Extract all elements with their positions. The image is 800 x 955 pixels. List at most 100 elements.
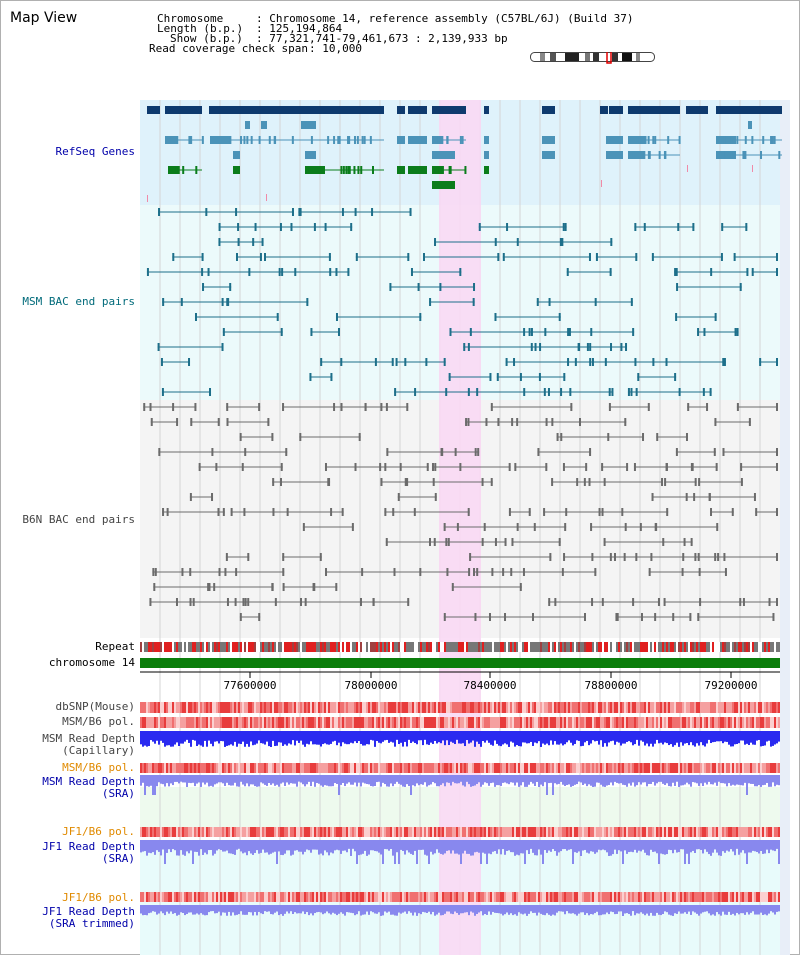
msm-bac-pair-end: [425, 358, 428, 366]
repeat-element: [426, 642, 428, 652]
polymorphism-tracks[interactable]: [140, 702, 780, 902]
jf1-b6-pol-2-cell: [142, 892, 144, 902]
msm-sra-depth-bar: [554, 775, 556, 784]
repeat-element: [496, 642, 498, 652]
b6n-bac-pair-end: [211, 493, 214, 501]
dbsnp-cell: [728, 702, 730, 713]
repeat-track[interactable]: [140, 642, 780, 652]
jf1-trim-depth-bar: [578, 905, 580, 914]
dbsnp-cell: [764, 702, 766, 713]
jf1-sra-depth-bar: [574, 840, 576, 853]
jf1-trim-depth-bar: [700, 905, 702, 914]
jf1-b6-pol-2-cell: [156, 892, 158, 902]
jf1-b6-pol-2-cell: [488, 892, 490, 902]
b6n-bac-pair-end: [651, 493, 654, 501]
msm-b6-pol-2-cell: [448, 763, 450, 773]
gene-block: [542, 151, 555, 159]
jf1-trim-depth-bar: [376, 905, 378, 914]
b6n-bac-pair-end: [481, 538, 484, 546]
msm-sra-depth-bar: [760, 775, 762, 787]
msm-bac-pair-end: [588, 253, 591, 261]
jf1-trim-depth-bar: [652, 905, 654, 916]
repeat-element: [472, 642, 474, 652]
msm-b6-pol-2-cell: [318, 763, 320, 773]
msm-sra-depth-bar: [616, 775, 618, 783]
jf1-trim-depth-bar: [748, 905, 750, 915]
msm-sra-depth-bar: [186, 775, 188, 787]
dbsnp-cell: [592, 702, 594, 713]
b6n-bac-pair-end: [443, 613, 446, 621]
jf1-sra-depth-bar: [658, 840, 660, 864]
dbsnp-cell: [664, 702, 666, 713]
msm-b6-pol-cell: [670, 717, 672, 728]
jf1-b6-pol-2-cell: [324, 892, 326, 902]
msm-sra-depth-bar: [628, 775, 630, 784]
repeat-element: [724, 642, 726, 652]
msm-b6-pol-2-cell: [160, 763, 162, 773]
msm-sra-depth-bar: [502, 775, 504, 783]
jf1-b6-pol-cell: [632, 827, 634, 837]
b6n-bac-pair-end: [242, 598, 245, 606]
msm-capillary-depth-bar: [556, 731, 558, 745]
msm-sra-depth-bar: [582, 775, 584, 786]
repeat-element: [770, 642, 772, 652]
jf1-sra-depth-bar: [278, 840, 280, 852]
repeat-element: [682, 642, 684, 652]
jf1-b6-pol-cell: [768, 827, 770, 837]
jf1-b6-pol-cell: [744, 827, 746, 837]
repeat-element: [534, 642, 536, 652]
jf1-sra-depth-bar: [362, 840, 364, 854]
gene-block: [484, 106, 489, 114]
msm-sra-depth-bar: [704, 775, 706, 783]
dbsnp-cell: [672, 702, 674, 713]
msm-sra-depth-bar: [354, 775, 356, 783]
jf1-b6-pol-cell: [456, 827, 458, 837]
msm-capillary-depth-bar: [486, 731, 488, 741]
jf1-sra-depth-bar: [452, 840, 454, 851]
msm-sra-depth-bar: [700, 775, 702, 784]
msm-b6-pol-cell: [760, 717, 762, 728]
msm-b6-pol-2-cell: [362, 763, 364, 773]
refseq-genes-track[interactable]: [147, 106, 782, 202]
jf1-sra-depth-bar: [394, 840, 396, 864]
msm-capillary-depth-bar: [694, 731, 696, 747]
jf1-b6-pol-cell: [756, 827, 758, 837]
msm-capillary-depth-bar: [630, 731, 632, 743]
gene-exon: [461, 136, 464, 144]
jf1-b6-pol-2-cell: [562, 892, 564, 902]
msm-sra-depth-bar: [410, 775, 412, 795]
jf1-trim-depth-bar: [410, 905, 412, 913]
jf1-trim-depth-bar: [590, 905, 592, 915]
repeat-element: [374, 642, 376, 652]
msm-sra-depth-bar: [232, 775, 234, 786]
msm-bac-pair-end: [459, 268, 462, 276]
repeat-element: [338, 642, 340, 652]
jf1-b6-pol-2-cell: [612, 892, 614, 902]
msm-bac-track[interactable]: [146, 208, 778, 396]
read-depth-tracks[interactable]: [140, 731, 780, 916]
b6n-bac-pair-end: [583, 478, 586, 486]
repeat-element: [196, 642, 198, 652]
jf1-b6-pol-cell: [770, 827, 772, 837]
dbsnp-cell: [222, 702, 224, 713]
chromosome-track[interactable]: [140, 658, 780, 668]
chromosome-ideogram[interactable]: [530, 52, 656, 64]
msm-b6-pol-cell: [270, 717, 272, 728]
msm-b6-pol-2-cell: [250, 763, 252, 773]
dbsnp-cell: [420, 702, 422, 713]
dbsnp-cell: [338, 702, 340, 713]
b6n-bac-pair-end: [441, 448, 444, 456]
b6n-bac-track[interactable]: [143, 403, 778, 621]
msm-b6-pol-2-cell: [178, 763, 180, 773]
jf1-sra-depth-bar: [272, 840, 274, 853]
repeat-element: [504, 642, 506, 652]
jf1-sra-depth-bar: [546, 840, 548, 853]
msm-capillary-depth-bar: [472, 731, 474, 741]
jf1-b6-pol-cell: [390, 827, 392, 837]
msm-capillary-depth-bar: [242, 731, 244, 742]
dbsnp-cell: [524, 702, 526, 713]
msm-capillary-depth-bar: [198, 731, 200, 745]
jf1-b6-pol-cell: [352, 827, 354, 837]
dbsnp-cell: [454, 702, 456, 713]
